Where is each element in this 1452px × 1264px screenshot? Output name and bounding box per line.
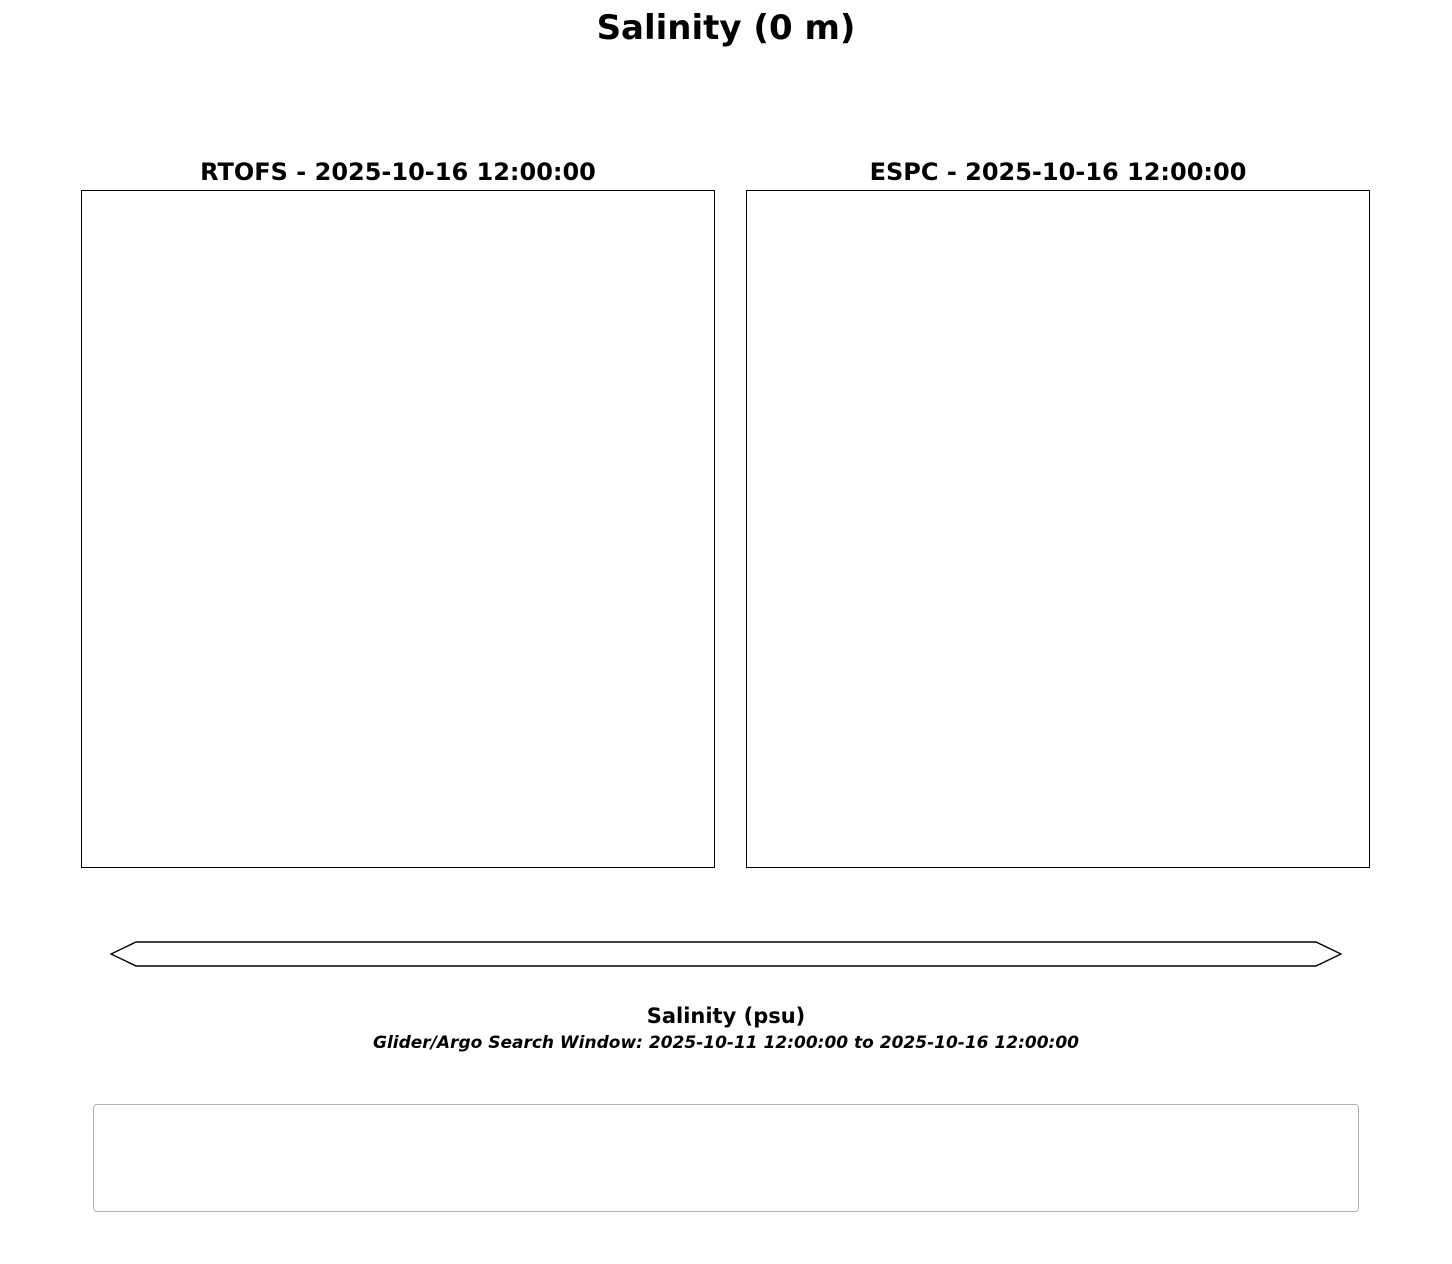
map-panel-espc[interactable] [746,190,1370,868]
map-panel-rtofs[interactable] [81,190,715,868]
map-canvas-rtofs [82,191,714,867]
panel-title-rtofs: RTOFS - 2025-10-16 12:00:00 [200,158,596,186]
legend-grid [102,1111,1350,1203]
panel-title-espc: ESPC - 2025-10-16 12:00:00 [869,158,1247,186]
colorbar-label: Salinity (psu) [646,1004,806,1028]
figure-suptitle: Salinity (0 m) [596,8,856,48]
search-window-note: Glider/Argo Search Window: 2025-10-11 12… [373,1033,1079,1053]
marker-legend [93,1104,1359,1212]
map-canvas-espc [747,191,1369,867]
colorbar [110,941,1342,967]
